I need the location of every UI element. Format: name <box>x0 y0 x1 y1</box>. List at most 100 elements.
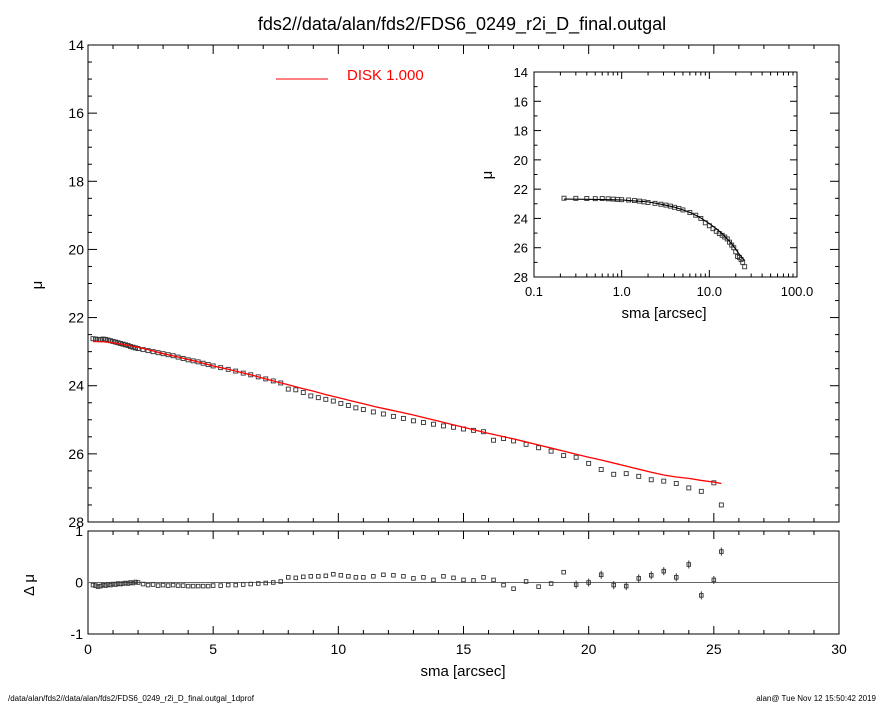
residual-point <box>133 579 138 585</box>
x-tick-label: 0 <box>84 641 92 657</box>
main-y-tick-label: 28 <box>68 514 84 530</box>
residual-point <box>471 578 476 583</box>
residual-y-tick-label: 1 <box>75 523 83 539</box>
x-tick-label: 5 <box>209 641 217 657</box>
inset-model-line <box>564 198 746 261</box>
residual-point <box>100 582 106 588</box>
residual-point <box>90 582 96 588</box>
residual-point <box>623 583 629 589</box>
residual-point <box>140 581 146 587</box>
data-point <box>636 473 642 479</box>
residual-point <box>686 562 692 567</box>
residual-data-marks <box>90 547 724 600</box>
residual-point <box>636 576 641 581</box>
residual-point <box>115 581 121 586</box>
main-axes: 14 16 18 20 22 24 26 28 <box>68 37 840 530</box>
x-tick-label: 15 <box>456 641 472 657</box>
residual-point <box>611 582 616 588</box>
residual-point <box>491 577 496 583</box>
data-point <box>598 467 604 472</box>
inset-data-point <box>584 196 590 201</box>
residual-point <box>441 574 446 579</box>
residual-point <box>255 581 261 586</box>
residual-point <box>205 583 211 589</box>
x-axis-label: sma [arcsec] <box>420 663 505 680</box>
residual-point <box>451 575 456 581</box>
data-point <box>308 393 314 399</box>
data-point <box>133 345 139 351</box>
residual-point <box>155 583 161 588</box>
main-y-axis-label: μ <box>29 281 46 290</box>
residual-point <box>561 569 566 575</box>
residual-point <box>431 577 436 583</box>
data-point <box>586 460 592 466</box>
residual-point <box>548 581 554 586</box>
chart-title: fds2//data/alan/fds2/FDS6_0249_r2i_D_fin… <box>258 14 666 35</box>
residual-point <box>323 573 329 579</box>
residual-point <box>361 575 366 580</box>
residual-point <box>225 582 231 588</box>
data-point <box>315 395 321 401</box>
residual-point <box>391 573 396 578</box>
inset-x-tick-label: 0.1 <box>525 284 543 299</box>
residual-point <box>381 572 386 578</box>
residual-point <box>411 576 416 581</box>
residual-point <box>674 575 679 580</box>
data-point <box>573 454 579 460</box>
data-point <box>536 445 542 451</box>
residual-point <box>130 580 136 586</box>
data-point <box>345 403 351 408</box>
residual-point <box>240 582 246 587</box>
data-point <box>380 411 386 417</box>
residual-point <box>200 583 206 589</box>
data-point <box>338 400 344 406</box>
inset-data-point <box>605 196 611 202</box>
inset-data-point <box>693 212 699 218</box>
inset-data-point <box>610 196 616 202</box>
residual-point <box>195 583 201 589</box>
data-point <box>611 471 617 477</box>
inset-plot-frame <box>533 71 798 278</box>
data-point <box>561 453 567 459</box>
residual-point <box>190 583 196 589</box>
residual-point <box>316 574 321 579</box>
data-point <box>698 488 704 494</box>
inset-x-tick-label: 10.0 <box>697 284 722 299</box>
data-point <box>648 477 654 483</box>
residual-point <box>175 583 181 588</box>
residual-point <box>270 580 276 585</box>
data-point <box>451 424 456 430</box>
residual-point <box>210 583 216 588</box>
residual-point <box>346 574 351 579</box>
data-point <box>113 339 118 345</box>
data-point <box>285 386 291 392</box>
x-tick-label: 30 <box>831 641 847 657</box>
data-point <box>718 502 724 508</box>
residual-point <box>128 580 133 585</box>
inset-data-point <box>561 195 567 201</box>
data-point <box>491 437 496 443</box>
inset-axes: 0.1 1.0 10.0 100.0 14 16 18 20 22 24 26 28 <box>514 65 814 299</box>
data-point <box>661 478 667 484</box>
data-point <box>330 398 336 404</box>
main-y-tick-label: 14 <box>68 37 84 53</box>
legend-label: DISK 1.000 <box>347 67 424 84</box>
residual-point <box>421 575 426 580</box>
residual-point <box>293 575 299 581</box>
data-point <box>686 485 692 491</box>
data-point <box>441 423 446 429</box>
inset-data-point <box>742 264 748 270</box>
inset-y-tick-label: 18 <box>514 124 528 139</box>
residual-point <box>711 577 717 583</box>
inset-y-tick-label: 24 <box>514 211 528 226</box>
inset-y-tick-label: 16 <box>514 94 528 109</box>
residual-point <box>719 549 724 554</box>
residual-point <box>233 582 238 588</box>
residual-point <box>481 575 486 580</box>
residual-point <box>511 586 516 591</box>
residual-point <box>461 577 466 583</box>
inset-x-tick-label: 1.0 <box>613 284 631 299</box>
inset-data-point <box>687 210 693 216</box>
residual-point <box>108 582 113 588</box>
